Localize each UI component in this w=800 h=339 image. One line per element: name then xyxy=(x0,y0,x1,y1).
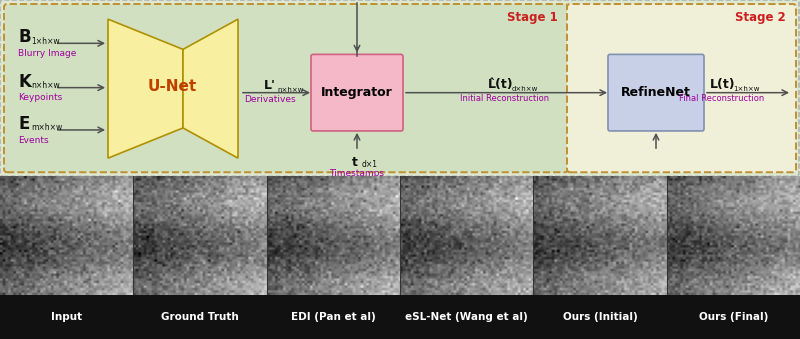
Text: d×h×w: d×h×w xyxy=(512,86,538,92)
Text: n×h×w: n×h×w xyxy=(31,81,60,90)
Text: 1×h×w: 1×h×w xyxy=(733,86,759,92)
FancyBboxPatch shape xyxy=(608,54,704,131)
Text: B: B xyxy=(18,28,30,46)
Text: Initial Reconstruction: Initial Reconstruction xyxy=(461,94,550,103)
FancyBboxPatch shape xyxy=(567,4,796,172)
Text: Ground Truth: Ground Truth xyxy=(161,312,239,322)
Text: t: t xyxy=(352,156,358,169)
Text: n×h×w: n×h×w xyxy=(277,87,303,93)
Polygon shape xyxy=(183,19,238,158)
Text: 1×h×w: 1×h×w xyxy=(31,37,60,46)
Text: d×1: d×1 xyxy=(362,160,378,169)
Text: m×h×w: m×h×w xyxy=(31,123,62,133)
Text: eSL-Net (Wang et al): eSL-Net (Wang et al) xyxy=(406,312,528,322)
Text: Events: Events xyxy=(18,136,49,144)
Text: RefineNet: RefineNet xyxy=(621,86,691,99)
Text: Stage 2: Stage 2 xyxy=(735,11,786,24)
Text: Derivatives: Derivatives xyxy=(244,95,296,104)
FancyBboxPatch shape xyxy=(0,0,799,176)
Text: Input: Input xyxy=(51,312,82,322)
Text: L̂(t): L̂(t) xyxy=(488,78,514,91)
Text: EDI (Pan et al): EDI (Pan et al) xyxy=(291,312,376,322)
Text: Stage 1: Stage 1 xyxy=(507,11,558,24)
FancyBboxPatch shape xyxy=(311,54,403,131)
Text: Final Reconstruction: Final Reconstruction xyxy=(679,94,765,103)
FancyBboxPatch shape xyxy=(4,4,568,172)
Text: U-Net: U-Net xyxy=(147,79,197,94)
Text: Timestamps: Timestamps xyxy=(330,169,385,178)
Text: Keypoints: Keypoints xyxy=(18,93,62,102)
Text: Blurry Image: Blurry Image xyxy=(18,49,76,58)
Text: Ours (Initial): Ours (Initial) xyxy=(562,312,638,322)
Polygon shape xyxy=(108,19,183,158)
Text: L': L' xyxy=(264,79,276,92)
Text: L(t): L(t) xyxy=(710,78,736,91)
Text: K: K xyxy=(18,73,31,91)
Bar xyxy=(0,295,800,339)
Text: E: E xyxy=(18,115,30,133)
Text: Ours (Final): Ours (Final) xyxy=(698,312,768,322)
Text: Integrator: Integrator xyxy=(321,86,393,99)
